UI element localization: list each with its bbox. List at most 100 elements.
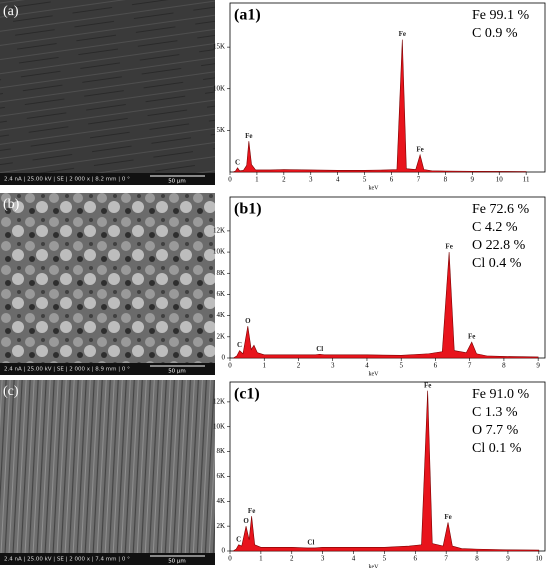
x-tick-label: 9: [536, 362, 540, 370]
x-axis-label: keV: [369, 185, 380, 191]
spectrum: [232, 390, 540, 552]
peak-label: Fe: [245, 132, 252, 140]
x-tick-label: 8: [475, 555, 479, 563]
x-axis-label: keV: [369, 371, 380, 377]
image-label: (c): [3, 384, 19, 399]
sem-image: [0, 193, 215, 363]
peak-label: Fe: [444, 513, 451, 521]
plot-frame: [229, 2, 546, 173]
y-tick-label: 6K: [216, 290, 225, 298]
image-label: (b): [3, 197, 20, 212]
x-tick-label: 2: [297, 362, 301, 370]
plot-frame: [229, 196, 546, 359]
x-tick-label: 10: [496, 176, 504, 184]
composition: C 0.9 %: [472, 26, 518, 41]
x-tick-label: 8: [502, 362, 506, 370]
x-tick-label: 4: [336, 176, 340, 184]
y-tick-label: 15K: [213, 43, 225, 51]
x-tick-label: 11: [523, 176, 530, 184]
y-tick-label: 10K: [213, 248, 225, 256]
peak-label: Fe: [399, 30, 406, 38]
x-tick-label: 1: [255, 176, 259, 184]
composition: Fe 99.1 %: [472, 8, 530, 23]
peak-label: Fe: [445, 243, 452, 251]
x-tick-label: 4: [365, 362, 369, 370]
peak-label: Cl: [307, 539, 314, 547]
composition: O 7.7 %: [472, 423, 519, 438]
peak-label: Fe: [424, 381, 431, 389]
sem-images: [0, 0, 215, 553]
composition: Cl 0.1 %: [472, 441, 522, 456]
x-tick-label: 3: [331, 362, 335, 370]
x-tick-label: 2: [290, 555, 294, 563]
x-tick-label: 9: [506, 555, 510, 563]
sem-image: [0, 380, 215, 553]
sem-image: [0, 0, 215, 173]
x-tick-label: 10: [535, 555, 543, 563]
y-tick-label: 2K: [216, 522, 225, 530]
chart-title: (a1): [234, 7, 261, 24]
peak-label: Cl: [316, 345, 323, 353]
x-tick-label: 3: [321, 555, 325, 563]
x-tick-label: 8: [444, 176, 448, 184]
x-axis-label: keV: [369, 564, 380, 568]
x-tick-label: 1: [262, 362, 266, 370]
x-tick-label: 0: [228, 555, 232, 563]
x-tick-label: 6: [414, 555, 418, 563]
image-info: 2.4 nA | 25.00 kV | SE | 2 000 x | 7.4 m…: [4, 557, 130, 563]
x-tick-label: 4: [352, 555, 356, 563]
x-tick-label: 5: [363, 176, 367, 184]
composition: C 1.3 %: [472, 405, 518, 420]
x-tick-label: 0: [228, 362, 232, 370]
x-tick-label: 7: [417, 176, 421, 184]
peak-label: C: [235, 158, 240, 166]
peak-label: O: [245, 317, 251, 325]
x-tick-label: 6: [390, 176, 394, 184]
y-tick-label: 4K: [216, 497, 225, 505]
y-tick-label: 12K: [213, 397, 225, 405]
x-tick-label: 7: [444, 555, 448, 563]
y-tick-label: 5K: [216, 126, 225, 134]
composition: O 22.8 %: [472, 238, 526, 253]
y-tick-label: 8K: [216, 447, 225, 455]
y-tick-label: 0: [222, 547, 226, 555]
x-tick-label: 2: [282, 176, 286, 184]
peak-label: Fe: [416, 146, 423, 154]
y-tick-label: 8K: [216, 269, 225, 277]
chart-title: (c1): [234, 386, 260, 403]
plot-frame: [229, 381, 546, 552]
composition: C 4.2 %: [472, 220, 518, 235]
x-tick-label: 0: [228, 176, 232, 184]
image-info: 2.4 nA | 25.00 kV | SE | 2 000 x | 8.2 m…: [4, 177, 130, 183]
scale-label: 50 μm: [168, 369, 186, 375]
scale-label: 50 μm: [168, 179, 186, 185]
spectrum: [232, 39, 527, 173]
peak-label: O: [243, 517, 249, 525]
peak-label: C: [236, 535, 241, 543]
peak-label: C: [237, 341, 242, 349]
image-info: 2.4 nA | 25.00 kV | SE | 2 000 x | 8.9 m…: [4, 367, 130, 373]
spectrum: [232, 252, 539, 359]
composition: Cl 0.4 %: [472, 256, 522, 271]
y-tick-label: 10K: [213, 84, 225, 92]
x-tick-label: 7: [468, 362, 472, 370]
composition: Fe 72.6 %: [472, 202, 530, 217]
y-tick-label: 10K: [213, 422, 225, 430]
scale-label: 50 μm: [168, 559, 186, 565]
image-label: (a): [3, 4, 19, 19]
x-tick-label: 3: [309, 176, 313, 184]
x-tick-label: 9: [471, 176, 475, 184]
x-tick-label: 5: [399, 362, 403, 370]
composition: Fe 91.0 %: [472, 387, 530, 402]
x-tick-label: 5: [383, 555, 387, 563]
y-tick-label: 0: [222, 354, 226, 362]
y-tick-label: 6K: [216, 472, 225, 480]
peak-label: Fe: [248, 507, 255, 515]
chart-title: (b1): [234, 201, 262, 218]
peak-label: Fe: [468, 333, 475, 341]
x-tick-label: 6: [434, 362, 438, 370]
y-tick-label: 12K: [213, 227, 225, 235]
y-tick-label: 4K: [216, 311, 225, 319]
y-tick-label: 2K: [216, 332, 225, 340]
